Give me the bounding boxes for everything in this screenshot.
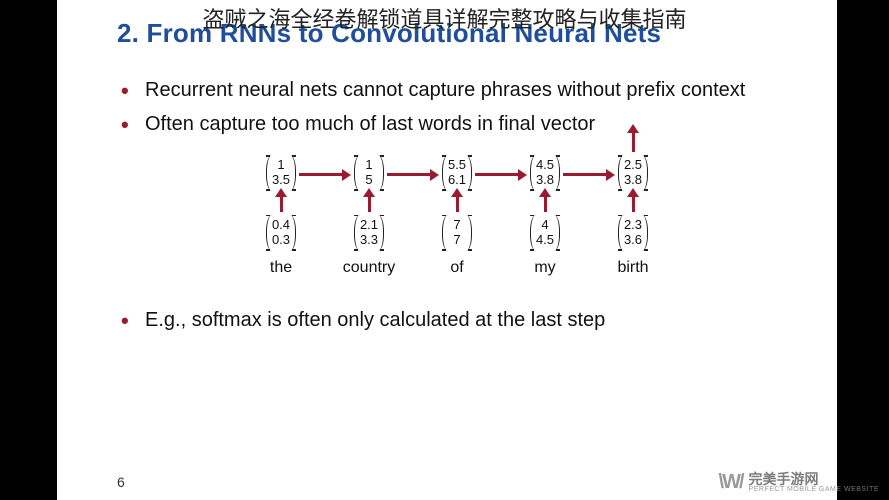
slide: 2. From RNNs to Convolutional Neural Net… xyxy=(57,0,837,500)
rnn-diagram: 13.5 0.40.3 the 15 2.13.3 country 5.56.1 77 of 4.… xyxy=(117,155,797,277)
watermark-cn: 完美手游网 xyxy=(749,472,879,486)
input-vector: 2.33.6 xyxy=(618,215,648,251)
word-label: of xyxy=(450,259,463,277)
bullet-item: E.g., softmax is often only calculated a… xyxy=(117,307,797,333)
overlay-title: 盗贼之海全经卷解锁道具详解完整攻略与收集指南 xyxy=(0,2,889,34)
bullets-bottom: E.g., softmax is often only calculated a… xyxy=(117,307,797,333)
word-label: country xyxy=(343,259,395,277)
page-number: 6 xyxy=(117,474,125,490)
watermark-en: PERFECT MOBILE GAME WEBSITE xyxy=(749,486,879,493)
right-arrow-icon xyxy=(563,173,607,176)
bullet-item: Recurrent neural nets cannot capture phr… xyxy=(117,77,797,103)
right-arrow-icon xyxy=(299,173,343,176)
right-arrow-icon xyxy=(387,173,431,176)
hidden-vector: 15 xyxy=(354,155,384,191)
bullets-top: Recurrent neural nets cannot capture phr… xyxy=(117,77,797,137)
word-label: the xyxy=(270,259,292,277)
hidden-vector: 13.5 xyxy=(266,155,296,191)
word-label: birth xyxy=(617,259,648,277)
watermark-logo-icon: \W/ xyxy=(719,471,743,494)
bullet-item: Often capture too much of last words in … xyxy=(117,111,797,137)
rnn-column: 2.53.8 2.33.6 birth xyxy=(607,155,659,277)
right-arrow-icon xyxy=(475,173,519,176)
hidden-vector: 2.53.8 xyxy=(618,155,648,191)
input-vector: 2.13.3 xyxy=(354,215,384,251)
hidden-vector: 5.56.1 xyxy=(442,155,472,191)
watermark: \W/ 完美手游网 PERFECT MOBILE GAME WEBSITE xyxy=(719,471,879,494)
input-vector: 77 xyxy=(442,215,472,251)
input-vector: 0.40.3 xyxy=(266,215,296,251)
input-vector: 44.5 xyxy=(530,215,560,251)
hidden-vector: 4.53.8 xyxy=(530,155,560,191)
word-label: my xyxy=(534,259,555,277)
